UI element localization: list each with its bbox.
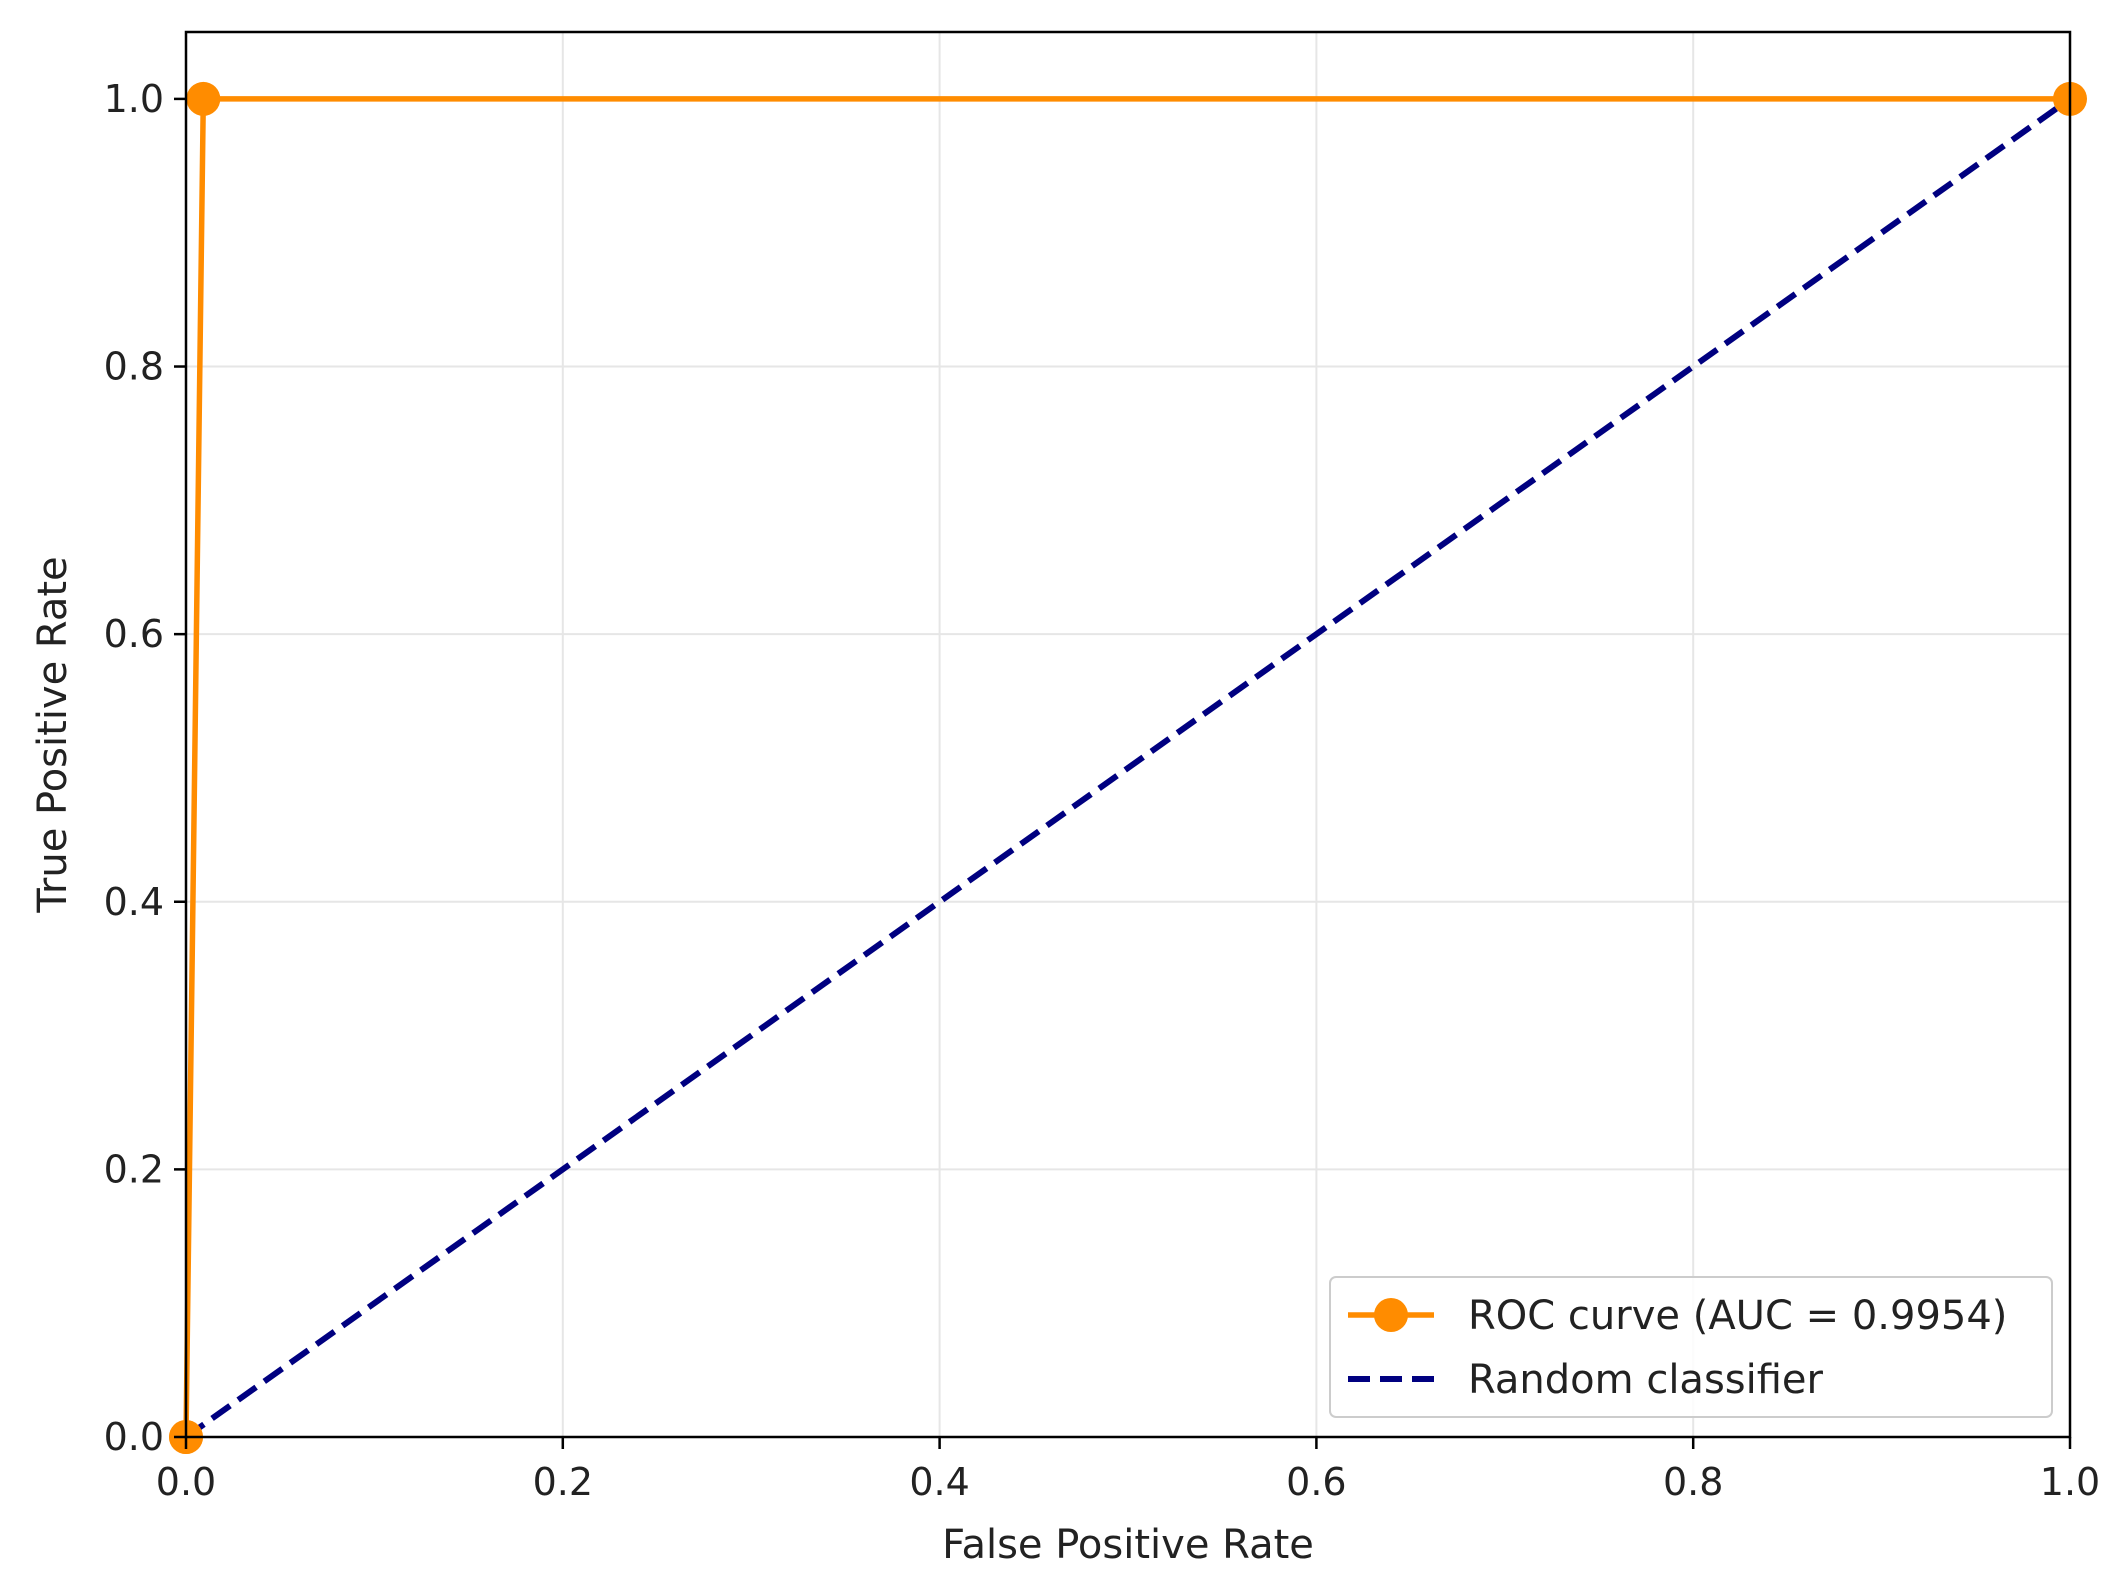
y-tick-label: 1.0 <box>104 77 164 121</box>
x-tick-label: 0.8 <box>1663 1460 1723 1504</box>
grid <box>185 32 2071 1438</box>
legend: ROC curve (AUC = 0.9954) Random classifie… <box>1329 1276 2053 1418</box>
y-tick-label: 0.8 <box>104 345 164 389</box>
x-tick-label: 0.2 <box>533 1460 593 1504</box>
y-axis-label: True Positive Rate <box>30 556 76 913</box>
roc-point <box>186 81 221 116</box>
axis-ticks: 0.0 0.2 0.4 0.6 0.8 1.0 0.0 0.2 0.4 0.6 0.8 1.0 <box>104 77 2101 1504</box>
x-tick-label: 0.6 <box>1286 1460 1346 1504</box>
legend-entry-label: ROC curve (AUC = 0.9954) <box>1468 1293 2007 1339</box>
y-tick-label: 0.4 <box>104 880 164 924</box>
x-tick-label: 0.0 <box>156 1460 216 1504</box>
plot-frame <box>184 30 2072 1439</box>
random-classifier-line <box>184 96 2072 1440</box>
y-tick-label: 0.0 <box>104 1415 164 1459</box>
legend-box <box>1329 1276 2053 1418</box>
x-tick-label: 0.4 <box>909 1460 969 1504</box>
x-axis-label: False Positive Rate <box>942 1522 1314 1568</box>
series-layer <box>169 81 2087 1454</box>
x-tick-label: 1.0 <box>2040 1460 2100 1504</box>
y-tick-label: 0.2 <box>104 1147 164 1191</box>
legend-entry-label: Random classifier <box>1468 1357 1824 1403</box>
y-tick-label: 0.6 <box>104 612 164 656</box>
legend-marker <box>1374 1298 1408 1332</box>
